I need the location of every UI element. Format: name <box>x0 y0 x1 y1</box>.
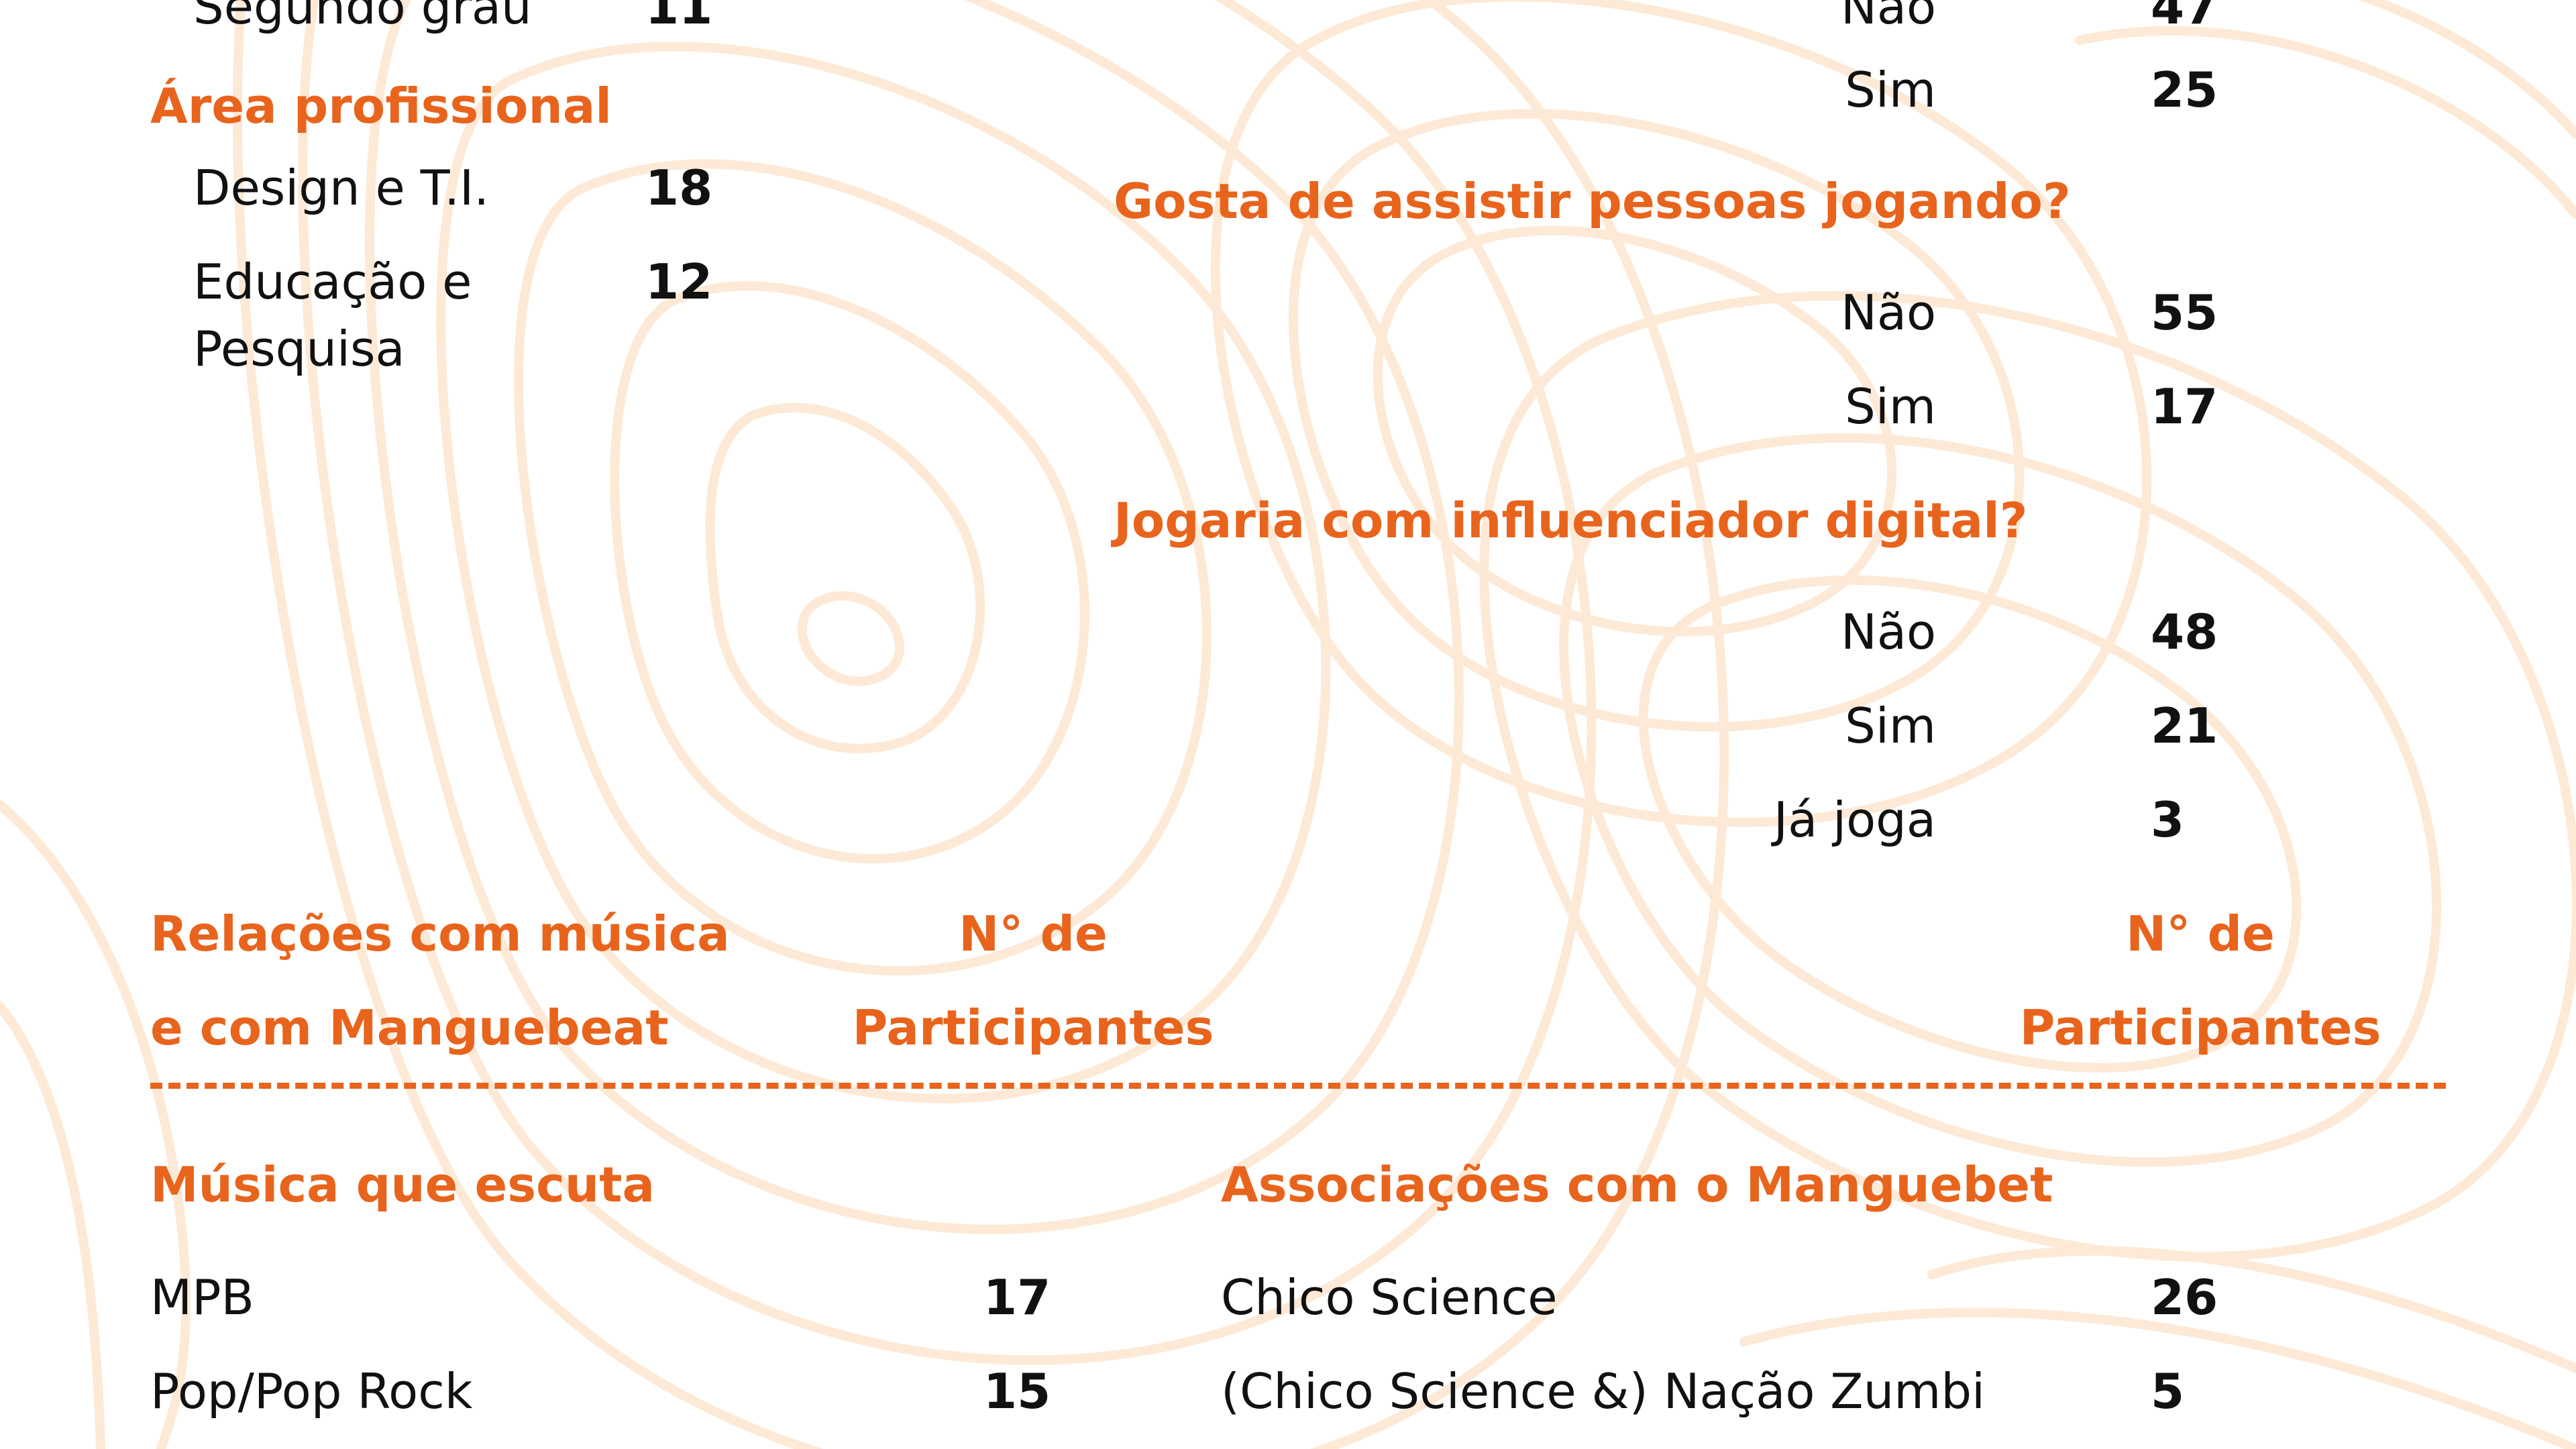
column-header-participants-2-line2: Participantes <box>2019 1000 2381 1056</box>
answer-value: 47 <box>2151 0 2218 35</box>
area-item-label: Design e T.I. <box>193 160 490 216</box>
answer-value: 55 <box>2151 284 2218 341</box>
table-title-line2: e com Manguebeat <box>150 1000 669 1056</box>
section-heading-area-profissional: Área profissional <box>150 78 612 134</box>
column-header-participants-1: N° de <box>959 906 1108 962</box>
answer-label: Já joga <box>1773 792 1936 848</box>
column-header-participants-2: N° de <box>2126 906 2275 962</box>
dashed-divider <box>150 1083 2446 1089</box>
area-item-label: Educação e Pesquisa <box>193 254 472 377</box>
association-item-value: 26 <box>2151 1269 2218 1326</box>
association-item-label: (Chico Science &) Nação Zumbi <box>1221 1363 1986 1419</box>
answer-value: 25 <box>2151 62 2218 118</box>
question-heading-influenciador: Jogaria com influenciador digital? <box>1114 492 2028 549</box>
answer-label: Não <box>1840 284 1936 341</box>
question-heading-assistir: Gosta de assistir pessoas jogando? <box>1114 173 2071 229</box>
music-item-label: MPB <box>150 1269 254 1326</box>
area-item-value: 18 <box>645 160 713 216</box>
section-heading-associacoes: Associações com o Manguebet <box>1221 1157 2053 1213</box>
answer-value: 3 <box>2151 792 2185 848</box>
answer-value: 17 <box>2151 378 2218 435</box>
answer-label: Sim <box>1845 62 1936 118</box>
association-item-label: Chico Science <box>1221 1269 1558 1326</box>
music-item-value: 15 <box>983 1363 1051 1419</box>
answer-value: 21 <box>2151 698 2218 754</box>
table-title-line1: Relações com música <box>150 906 730 962</box>
answer-label: Não <box>1840 604 1936 660</box>
music-item-value: 17 <box>983 1269 1051 1326</box>
education-item-label: Segundo grau <box>193 0 532 35</box>
answer-value: 48 <box>2151 604 2218 660</box>
answer-label: Sim <box>1845 378 1936 435</box>
answer-label: Sim <box>1845 698 1936 754</box>
answer-label: Não <box>1840 0 1936 35</box>
section-heading-musica: Música que escuta <box>150 1157 655 1213</box>
area-item-value: 12 <box>645 254 713 310</box>
education-item-value: 11 <box>645 0 713 35</box>
association-item-value: 5 <box>2151 1363 2185 1419</box>
column-header-participants-1-line2: Participantes <box>852 1000 1214 1056</box>
music-item-label: Pop/Pop Rock <box>150 1363 473 1419</box>
